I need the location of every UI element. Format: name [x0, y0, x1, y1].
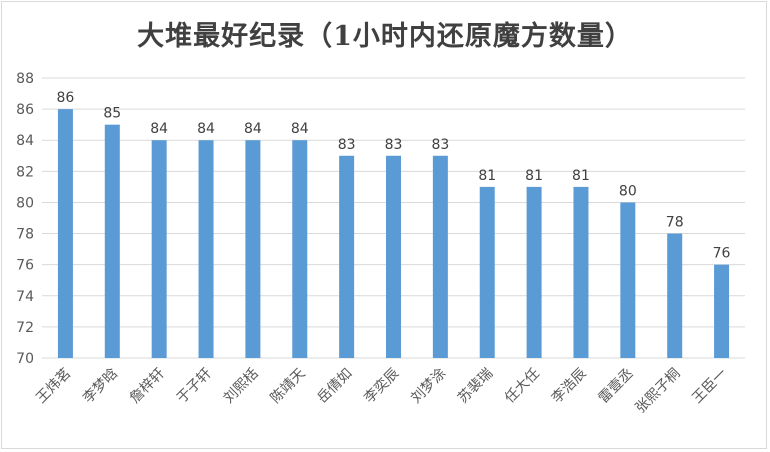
- x-category-label: 于子轩: [174, 366, 215, 407]
- y-tick-label: 86: [16, 102, 34, 118]
- data-label: 83: [385, 137, 403, 153]
- x-category-label: 任大任: [502, 366, 543, 407]
- x-category-label: 苏裴瑞: [455, 366, 496, 407]
- bar: [57, 109, 73, 358]
- chart-title: 大堆最好纪录（1小时内还原魔方数量）: [137, 21, 633, 52]
- x-category-label: 王臣一: [689, 366, 730, 407]
- bar: [620, 202, 636, 358]
- bar: [386, 155, 401, 358]
- y-tick-label: 74: [16, 289, 34, 305]
- data-label: 85: [103, 106, 121, 122]
- x-category-label: 雷壹丞: [596, 366, 637, 407]
- data-label: 86: [57, 90, 75, 106]
- y-tick-label: 84: [16, 133, 34, 149]
- x-axis-labels: 王炜茗 李梦晗 詹梓轩 于子轩 刘熙栝 陈靖天 岳倩如 李奕辰 刘梦涂 苏裴瑞 任大任 李浩辰 雷壹丞张…: [33, 365, 730, 417]
- data-label: 84: [150, 121, 168, 137]
- bar: [432, 155, 448, 358]
- data-label: 81: [572, 168, 590, 184]
- bars: [57, 109, 730, 359]
- y-tick-label: 88: [16, 71, 34, 87]
- bar: [667, 233, 683, 358]
- y-axis-ticks: 70 72 74 76 78 80 82 84 86 88: [16, 71, 34, 367]
- bar: [339, 155, 355, 358]
- bar: [104, 124, 120, 359]
- y-tick-label: 78: [16, 227, 34, 243]
- x-category-label: 岳倩如: [314, 366, 355, 407]
- x-category-label: 刘熙栝: [221, 366, 262, 407]
- data-label: 83: [431, 137, 449, 153]
- x-category-label: 李浩辰: [549, 366, 590, 407]
- bar: [479, 186, 495, 358]
- y-tick-label: 72: [16, 320, 34, 336]
- bar: [245, 140, 261, 358]
- data-label: 81: [478, 168, 496, 184]
- x-category-label: 王炜茗: [33, 366, 74, 407]
- bar: [292, 140, 308, 358]
- bar: [714, 264, 730, 358]
- x-category-label: 李梦晗: [79, 365, 121, 407]
- x-category-label: 李奕辰: [361, 366, 402, 407]
- x-category-label: 刘梦涂: [408, 366, 449, 407]
- data-label: 81: [525, 168, 543, 184]
- y-tick-label: 70: [16, 351, 34, 367]
- y-tick-label: 76: [16, 258, 34, 274]
- y-tick-label: 82: [16, 164, 34, 180]
- bar: [151, 140, 167, 358]
- data-label: 80: [619, 183, 637, 199]
- x-category-label: 詹梓轩: [127, 366, 168, 407]
- data-label: 76: [713, 246, 731, 262]
- data-label: 84: [197, 121, 215, 137]
- bar: [198, 140, 214, 358]
- data-label: 84: [244, 121, 262, 137]
- y-tick-label: 80: [16, 195, 34, 211]
- data-label: 78: [666, 215, 684, 231]
- x-category-label: 张熙子桐: [633, 366, 684, 417]
- data-label: 84: [291, 121, 309, 137]
- data-label: 83: [338, 137, 356, 153]
- bar: [573, 186, 589, 358]
- x-category-label: 陈靖天: [267, 365, 309, 407]
- bar: [526, 186, 542, 358]
- data-labels: 86 85 84 84 84 84 83 83 83 81 81 81 80 78 76: [57, 90, 731, 262]
